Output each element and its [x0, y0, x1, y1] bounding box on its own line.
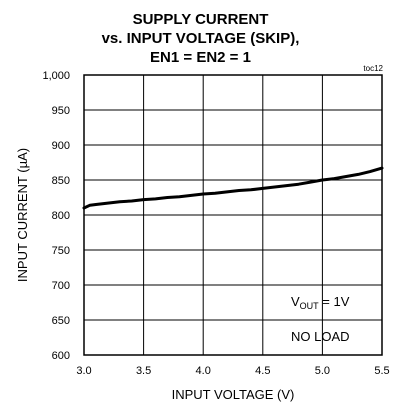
y-tick-labels: 600 650 700 750 800 850 900 950 1,000 — [42, 70, 70, 362]
chart-title-line-3: EN1 = EN2 = 1 — [150, 49, 251, 66]
annotation-vout-subscript: OUT — [300, 301, 320, 311]
x-tick-label: 5.5 — [374, 365, 389, 377]
y-axis-label: INPUT CURRENT (µA) — [15, 148, 30, 282]
annotation-vout: VOUT = 1V — [291, 294, 350, 311]
x-tick-label: 4.5 — [255, 365, 270, 377]
y-tick-label: 700 — [52, 280, 70, 292]
y-tick-label: 850 — [52, 175, 70, 187]
annotation-vout-value: = 1V — [319, 294, 350, 309]
y-tick-label: 950 — [52, 105, 70, 117]
x-axis-label: INPUT VOLTAGE (V) — [172, 387, 295, 402]
x-tick-label: 3.5 — [136, 365, 151, 377]
y-tick-label: 650 — [52, 315, 70, 327]
chart-title-line-1: SUPPLY CURRENT — [132, 11, 269, 28]
x-tick-labels: 3.0 3.5 4.0 4.5 5.0 5.5 — [76, 365, 389, 377]
x-tick-label: 5.0 — [315, 365, 330, 377]
y-tick-label: 900 — [52, 140, 70, 152]
y-tick-label: 750 — [52, 245, 70, 257]
x-tick-label: 3.0 — [76, 365, 91, 377]
annotation-vout-base: V — [291, 294, 300, 309]
y-tick-label: 800 — [52, 210, 70, 222]
plot-frame — [83, 74, 383, 356]
annotation-no-load: NO LOAD — [291, 329, 350, 344]
y-tick-label: 600 — [52, 350, 70, 362]
x-tick-label: 4.0 — [196, 365, 211, 377]
chart-code: toc12 — [363, 64, 383, 73]
series-line — [82, 166, 384, 210]
grid — [84, 75, 382, 355]
y-tick-label: 1,000 — [42, 70, 70, 82]
chart-title-line-2: vs. INPUT VOLTAGE (SKIP), — [101, 30, 300, 47]
